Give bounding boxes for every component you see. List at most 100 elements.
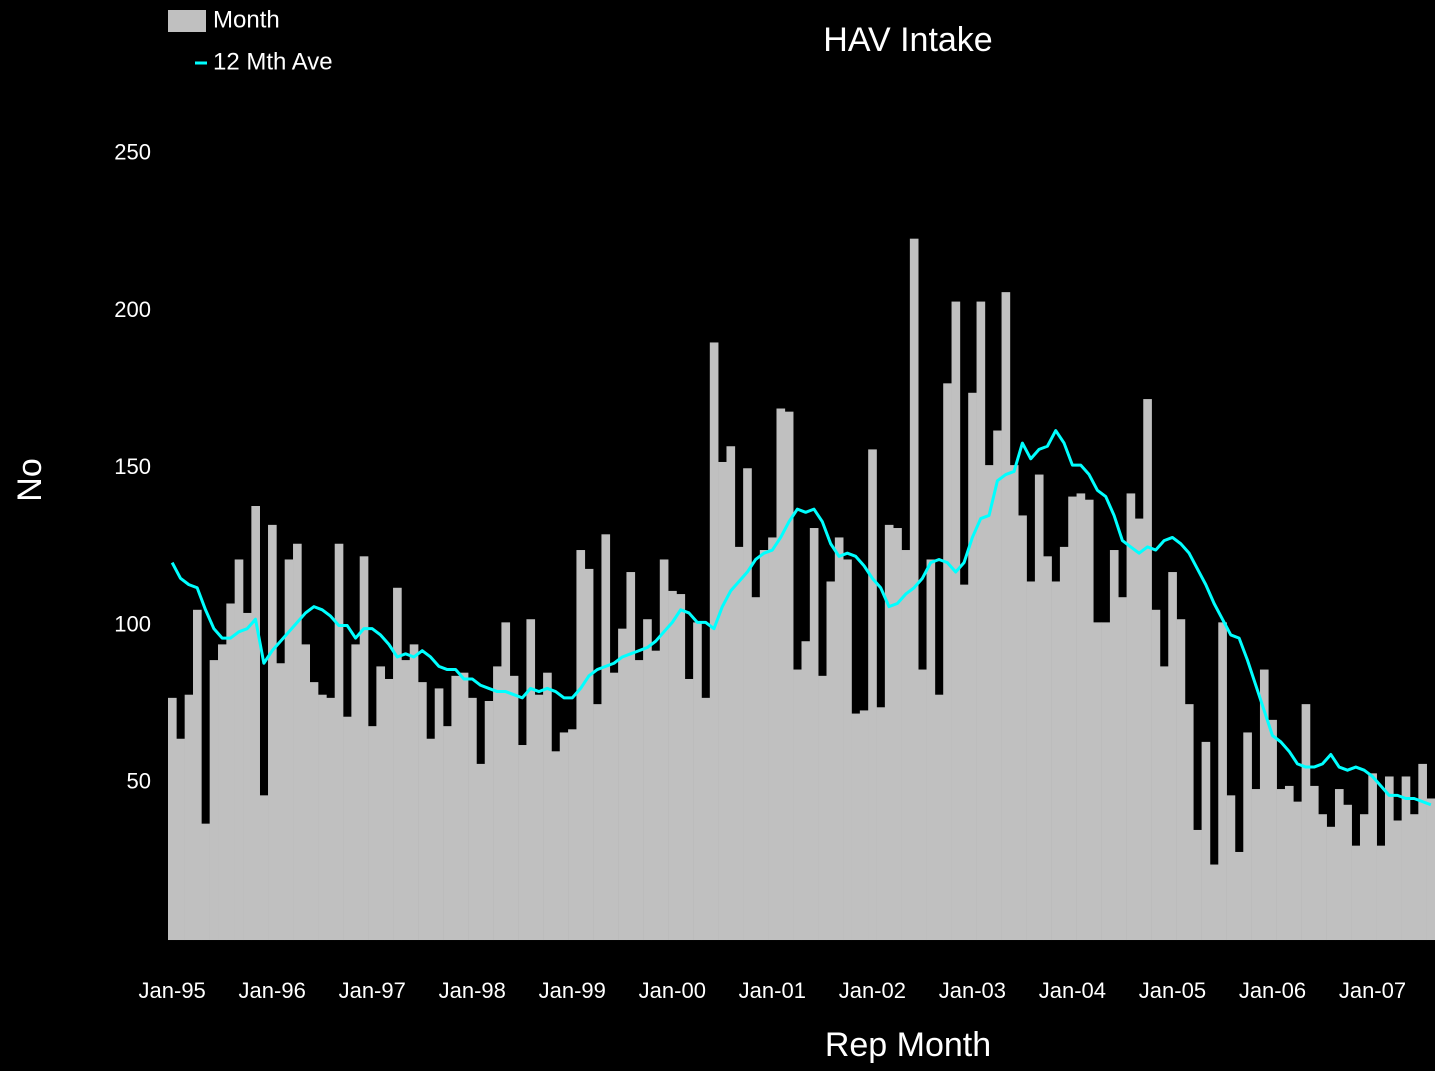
bar: [743, 468, 752, 941]
bar: [493, 666, 502, 941]
bar: [626, 572, 636, 941]
x-tick-label: Jan-06: [1239, 978, 1306, 1003]
bar: [668, 590, 677, 941]
bar: [551, 751, 561, 941]
bar: [601, 534, 611, 941]
y-axis-title: No: [11, 458, 49, 501]
x-tick-label: Jan-03: [939, 978, 1006, 1003]
bar: [618, 628, 627, 941]
chart-title: HAV Intake: [823, 21, 992, 59]
bar: [784, 411, 794, 941]
bar: [1426, 798, 1435, 941]
bar: [1359, 814, 1369, 941]
bar: [1201, 741, 1211, 941]
bar: [684, 678, 694, 941]
bar: [1326, 826, 1336, 941]
x-tick-label: Jan-97: [339, 978, 406, 1003]
bar: [1268, 719, 1277, 941]
bar: [893, 528, 902, 941]
bar: [759, 550, 769, 941]
bar: [451, 675, 461, 941]
bar: [1118, 597, 1127, 941]
bar: [1384, 776, 1394, 941]
bar: [426, 738, 436, 941]
bar: [793, 669, 802, 941]
bar: [1251, 789, 1261, 941]
bar: [293, 543, 302, 941]
bar: [1168, 572, 1177, 941]
bar: [1318, 814, 1327, 941]
bar: [659, 559, 669, 941]
bar: [1034, 474, 1044, 941]
bar: [418, 682, 427, 941]
bar: [343, 716, 352, 941]
bar: [243, 612, 252, 941]
bar: [401, 660, 411, 941]
bar: [984, 465, 994, 941]
bar: [968, 392, 977, 941]
bar: [276, 663, 285, 941]
bar: [576, 550, 586, 941]
bar: [1059, 546, 1069, 941]
bar: [1043, 556, 1052, 941]
x-tick-label: Jan-95: [139, 978, 206, 1003]
bar: [476, 763, 486, 941]
bar: [501, 622, 511, 941]
bar: [959, 584, 969, 941]
x-tick-label: Jan-00: [639, 978, 706, 1003]
bar: [168, 697, 177, 941]
bar: [634, 660, 644, 941]
bar: [209, 660, 219, 941]
bar: [943, 383, 952, 941]
bar: [593, 704, 602, 941]
bar: [1309, 785, 1319, 941]
bar: [1084, 499, 1094, 941]
bar: [826, 581, 836, 941]
bar: [976, 301, 986, 941]
bar: [718, 461, 727, 941]
bar: [176, 738, 185, 941]
bar: [734, 546, 744, 941]
bar: [326, 697, 336, 941]
legend-swatch: [168, 10, 206, 32]
bar: [393, 587, 402, 941]
bar: [1301, 704, 1311, 941]
x-tick-label: Jan-05: [1139, 978, 1206, 1003]
bar: [368, 726, 377, 941]
bar: [676, 594, 686, 941]
bar: [1093, 622, 1102, 941]
bar: [1293, 801, 1302, 941]
bar: [543, 672, 552, 941]
bar: [884, 524, 894, 941]
bar: [359, 556, 369, 941]
bar: [951, 301, 961, 941]
bar: [918, 669, 927, 941]
bar: [843, 559, 852, 941]
bar: [559, 732, 569, 941]
bar: [1351, 845, 1361, 941]
bar: [301, 644, 311, 941]
bar: [859, 710, 869, 941]
bar: [509, 675, 519, 941]
bar: [609, 672, 619, 941]
bar: [459, 672, 469, 941]
bar: [409, 644, 419, 941]
bar: [926, 559, 936, 941]
bar: [184, 694, 194, 941]
bar: [1176, 619, 1186, 941]
x-tick-label: Jan-96: [239, 978, 306, 1003]
bar: [1243, 732, 1252, 941]
bar: [934, 694, 944, 941]
bar: [1259, 669, 1269, 941]
bar: [726, 446, 736, 941]
x-axis-title: Rep Month: [825, 1026, 991, 1064]
bar: [434, 688, 444, 941]
bar: [1109, 550, 1119, 941]
bar: [751, 597, 761, 941]
bar: [709, 342, 719, 941]
x-tick-label: Jan-07: [1339, 978, 1406, 1003]
bar: [776, 408, 786, 941]
bar: [1401, 776, 1411, 941]
bar: [768, 537, 777, 941]
